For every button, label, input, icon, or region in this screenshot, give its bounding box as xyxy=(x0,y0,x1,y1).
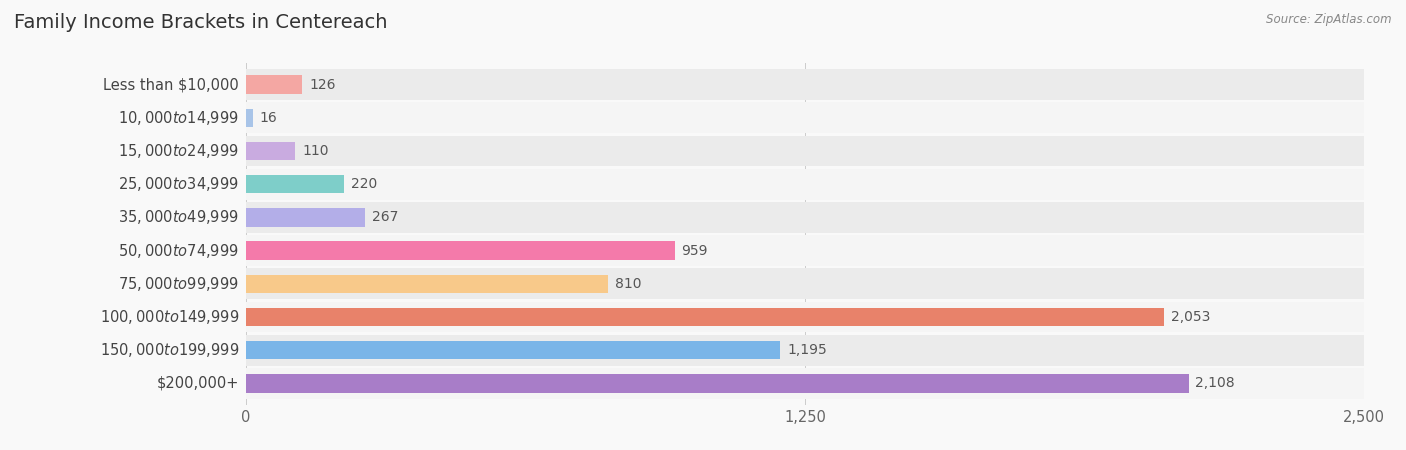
Text: 110: 110 xyxy=(302,144,329,158)
Bar xyxy=(246,102,1364,133)
Bar xyxy=(246,235,1364,266)
Bar xyxy=(246,208,366,226)
Bar xyxy=(246,242,675,260)
Text: $200,000+: $200,000+ xyxy=(156,376,239,391)
Text: $25,000 to $34,999: $25,000 to $34,999 xyxy=(118,175,239,193)
Text: 220: 220 xyxy=(352,177,377,191)
Bar xyxy=(246,76,302,94)
Text: 810: 810 xyxy=(614,277,641,291)
Bar xyxy=(246,341,780,360)
Bar xyxy=(246,108,253,127)
Text: Source: ZipAtlas.com: Source: ZipAtlas.com xyxy=(1267,14,1392,27)
Text: 1,195: 1,195 xyxy=(787,343,827,357)
Text: 959: 959 xyxy=(682,243,709,257)
Bar xyxy=(246,274,609,293)
Text: 2,108: 2,108 xyxy=(1195,376,1234,391)
Bar xyxy=(246,169,1364,200)
Text: $35,000 to $49,999: $35,000 to $49,999 xyxy=(118,208,239,226)
Bar xyxy=(246,302,1364,333)
Text: 2,053: 2,053 xyxy=(1171,310,1211,324)
Text: 126: 126 xyxy=(309,77,336,92)
Bar xyxy=(246,69,1364,100)
Bar xyxy=(246,142,295,160)
Text: $50,000 to $74,999: $50,000 to $74,999 xyxy=(118,242,239,260)
Bar xyxy=(246,308,1164,326)
Text: 16: 16 xyxy=(260,111,277,125)
Text: $15,000 to $24,999: $15,000 to $24,999 xyxy=(118,142,239,160)
Bar xyxy=(246,135,1364,166)
Text: 267: 267 xyxy=(373,211,398,225)
Text: Less than $10,000: Less than $10,000 xyxy=(103,77,239,92)
Bar xyxy=(246,374,1188,392)
Text: Family Income Brackets in Centereach: Family Income Brackets in Centereach xyxy=(14,14,388,32)
Bar xyxy=(246,175,344,194)
Text: $75,000 to $99,999: $75,000 to $99,999 xyxy=(118,275,239,293)
Text: $100,000 to $149,999: $100,000 to $149,999 xyxy=(100,308,239,326)
Text: $150,000 to $199,999: $150,000 to $199,999 xyxy=(100,341,239,359)
Bar xyxy=(246,268,1364,299)
Bar xyxy=(246,335,1364,366)
Bar xyxy=(246,202,1364,233)
Bar xyxy=(246,368,1364,399)
Text: $10,000 to $14,999: $10,000 to $14,999 xyxy=(118,109,239,127)
